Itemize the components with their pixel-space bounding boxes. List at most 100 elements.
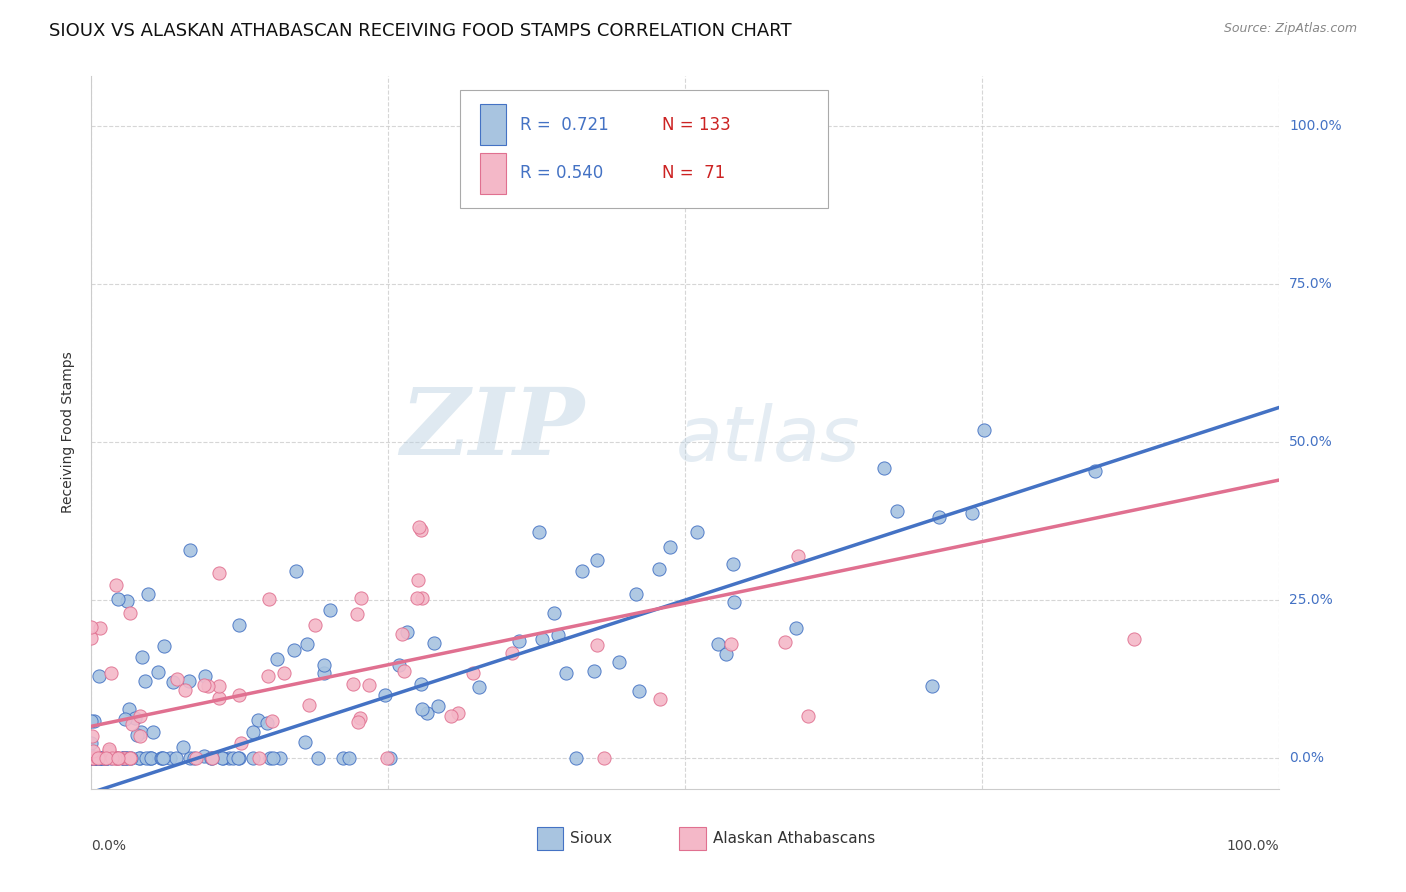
Point xyxy=(973,423,995,437)
Point xyxy=(90,751,112,765)
Point xyxy=(266,652,288,666)
Point xyxy=(583,664,606,678)
Text: 50.0%: 50.0% xyxy=(1289,435,1333,449)
Point xyxy=(89,751,111,765)
Point xyxy=(104,578,127,592)
Point xyxy=(80,751,103,765)
Point xyxy=(100,751,122,765)
Point xyxy=(624,587,647,601)
Point xyxy=(111,751,134,765)
Text: N =  71: N = 71 xyxy=(662,164,725,182)
Point xyxy=(295,637,318,651)
Text: Alaskan Athabascans: Alaskan Athabascans xyxy=(713,831,875,847)
Point xyxy=(555,666,578,681)
Point xyxy=(125,728,148,742)
Point xyxy=(197,679,219,693)
Point xyxy=(84,751,107,765)
Point xyxy=(80,748,103,763)
Point xyxy=(115,751,138,765)
Point xyxy=(141,751,163,765)
Point xyxy=(129,751,152,765)
Text: 75.0%: 75.0% xyxy=(1289,277,1333,291)
Point xyxy=(100,666,122,681)
Text: Source: ZipAtlas.com: Source: ZipAtlas.com xyxy=(1223,22,1357,36)
Point xyxy=(773,635,796,649)
Point xyxy=(128,729,150,743)
Point xyxy=(94,751,117,765)
Point xyxy=(312,658,335,673)
Text: 0.0%: 0.0% xyxy=(1289,751,1324,764)
Point xyxy=(391,627,413,641)
Point xyxy=(86,750,108,764)
Point xyxy=(231,736,253,750)
Point xyxy=(121,717,143,731)
Bar xyxy=(479,153,506,194)
Point xyxy=(785,621,807,635)
Point xyxy=(82,751,104,765)
Point xyxy=(83,751,105,765)
Point xyxy=(527,524,550,539)
Point xyxy=(208,566,231,580)
Point xyxy=(247,714,270,728)
Point xyxy=(193,678,215,692)
Point xyxy=(928,509,950,524)
Point xyxy=(319,602,342,616)
Point xyxy=(342,677,364,691)
Point xyxy=(80,631,103,645)
Point xyxy=(294,734,316,748)
Point xyxy=(409,676,432,690)
Point xyxy=(80,751,103,765)
Bar xyxy=(479,104,506,145)
Point xyxy=(648,561,671,575)
Point xyxy=(105,751,128,765)
Point xyxy=(120,606,142,620)
Point xyxy=(423,636,446,650)
Point xyxy=(107,592,129,607)
Point xyxy=(82,751,104,765)
Point xyxy=(269,751,291,765)
Point xyxy=(87,751,110,765)
Point xyxy=(152,751,174,765)
Point xyxy=(114,751,136,765)
Point xyxy=(586,552,609,566)
Point xyxy=(194,668,217,682)
Point xyxy=(592,751,614,765)
Point xyxy=(628,684,651,698)
Point xyxy=(447,706,470,720)
Point xyxy=(114,712,136,726)
Point xyxy=(406,591,429,606)
Point xyxy=(586,638,609,652)
Point xyxy=(406,573,429,587)
Point xyxy=(222,751,245,765)
Point xyxy=(228,617,250,632)
Point xyxy=(150,751,173,765)
Point xyxy=(193,749,215,764)
Point xyxy=(228,751,250,765)
Point xyxy=(141,751,163,765)
Point xyxy=(208,679,231,693)
Text: 100.0%: 100.0% xyxy=(1289,120,1341,133)
Point xyxy=(388,658,411,673)
Point xyxy=(131,649,153,664)
Point xyxy=(242,724,264,739)
Point xyxy=(104,751,127,765)
Point xyxy=(226,751,249,765)
Point xyxy=(112,751,135,765)
Point xyxy=(84,751,107,765)
Point xyxy=(257,668,280,682)
Point xyxy=(873,461,896,475)
Point xyxy=(165,751,187,765)
Point xyxy=(82,743,104,757)
Point xyxy=(921,679,943,693)
Point xyxy=(107,751,129,765)
FancyBboxPatch shape xyxy=(460,90,828,208)
Point xyxy=(174,682,197,697)
Point xyxy=(80,714,103,728)
Point xyxy=(183,751,205,765)
Point xyxy=(93,751,115,765)
Point xyxy=(129,725,152,739)
Point xyxy=(607,655,630,669)
Bar xyxy=(537,827,562,850)
Point xyxy=(461,665,484,680)
Point xyxy=(960,507,983,521)
